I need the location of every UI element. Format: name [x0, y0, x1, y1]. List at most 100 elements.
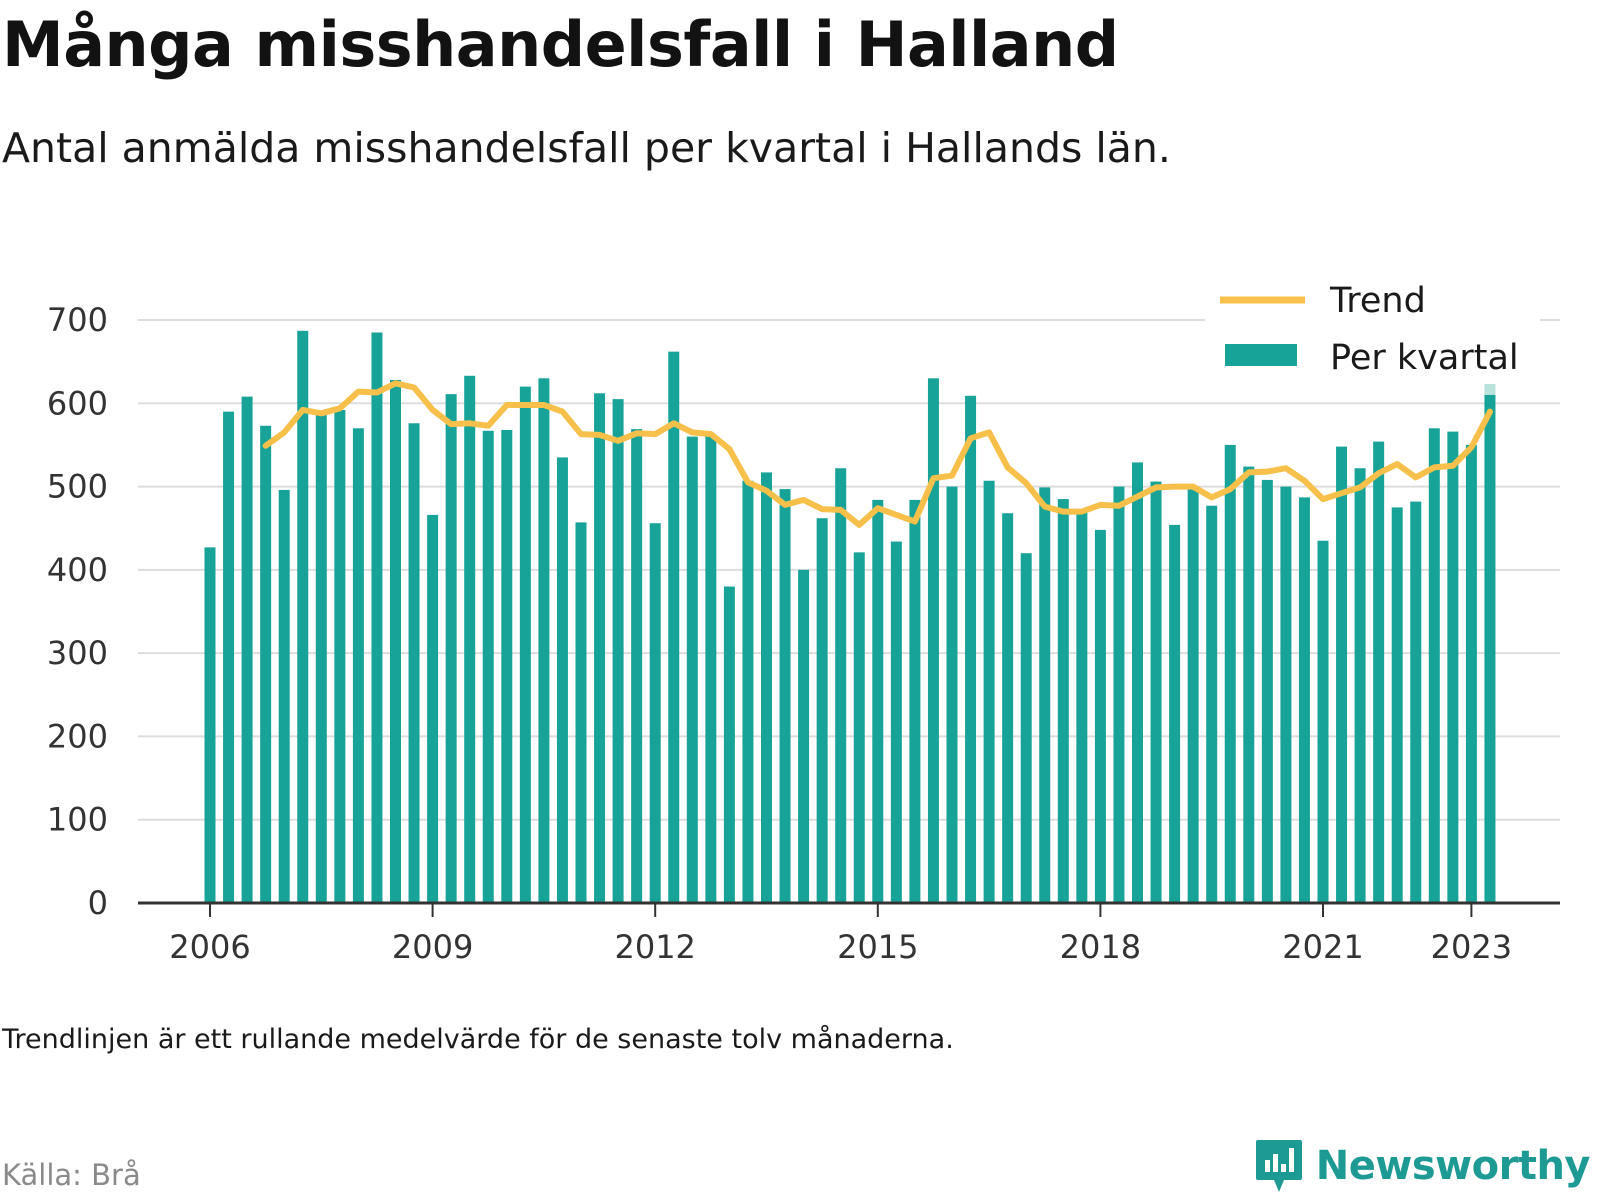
bar [1465, 444, 1477, 903]
bar [983, 480, 995, 903]
legend: Trend Per kvartal [1205, 262, 1540, 384]
bar [1428, 428, 1440, 903]
bar [445, 394, 457, 903]
bar [1354, 468, 1366, 903]
bar [1039, 487, 1051, 903]
bar [1243, 466, 1255, 903]
bar [1484, 394, 1496, 903]
bar [371, 332, 383, 903]
bar [1002, 513, 1014, 903]
bar [334, 409, 346, 903]
trend-line [262, 380, 1493, 528]
bar [260, 425, 272, 903]
bar [1020, 553, 1032, 903]
bar [223, 411, 235, 903]
bar [1076, 509, 1088, 903]
bar [390, 379, 401, 903]
bar [1057, 499, 1069, 903]
x-tick-label: 2015 [837, 928, 918, 966]
legend-label-trend: Trend [1329, 281, 1426, 321]
bar [779, 489, 791, 903]
x-axis [138, 901, 1560, 917]
bar [594, 393, 606, 903]
bar [1187, 486, 1199, 903]
bar [909, 499, 921, 903]
bar [872, 499, 884, 903]
bar [890, 541, 902, 903]
y-tick-label: 200 [47, 717, 108, 755]
bar [1447, 431, 1459, 903]
bar [705, 434, 717, 903]
bar [482, 430, 494, 903]
bar [408, 423, 420, 903]
chart-note: Trendlinjen är ett rullande medelvärde f… [2, 1024, 954, 1055]
bar [1224, 444, 1236, 903]
bar [853, 552, 865, 903]
bar [1317, 540, 1329, 903]
x-tick-label: 2006 [169, 928, 250, 966]
y-tick-label: 400 [47, 551, 108, 589]
trend-series [262, 380, 1493, 528]
bar [1261, 479, 1273, 903]
y-tick-label: 600 [47, 384, 108, 422]
bar-series [204, 330, 1496, 904]
bar [352, 428, 364, 903]
bar [427, 514, 439, 903]
y-tick-label: 700 [47, 301, 108, 339]
bar [501, 429, 513, 903]
chart-title: Många misshandelsfall i Halland [2, 8, 1119, 81]
x-axis-labels: 2006 2009 2012 2015 2018 2021 2023 [169, 928, 1512, 966]
bar [1113, 486, 1125, 903]
x-tick-label: 2012 [614, 928, 695, 966]
y-axis-labels: 0 100 200 300 400 500 600 700 [47, 301, 108, 922]
bar [1373, 441, 1385, 903]
legend-label-per-kvartal: Per kvartal [1330, 338, 1519, 378]
bar [761, 472, 772, 903]
bar [575, 522, 587, 903]
x-tick-label: 2018 [1060, 928, 1141, 966]
bar [835, 468, 847, 903]
bar [649, 523, 661, 903]
bar [1298, 497, 1310, 903]
bar [1336, 446, 1348, 903]
brand-logo[interactable]: Newsworthy [1254, 1138, 1591, 1194]
bar [556, 457, 568, 903]
bar [278, 489, 290, 903]
y-tick-label: 300 [47, 634, 108, 672]
bar [204, 547, 216, 903]
bar [965, 395, 977, 903]
bar [1169, 524, 1181, 903]
bar [612, 399, 624, 903]
bar [927, 378, 939, 903]
bar [1280, 486, 1292, 903]
bar [798, 569, 810, 903]
chart-subtitle: Antal anmälda misshandelsfall per kvarta… [2, 124, 1171, 172]
source-label: Källa: Brå [2, 1158, 141, 1192]
x-tick-label: 2009 [392, 928, 473, 966]
bar [1206, 505, 1218, 903]
newsworthy-logo-icon [1255, 1140, 1302, 1192]
bar [1132, 462, 1143, 903]
bar [464, 375, 476, 904]
y-tick-label: 100 [47, 801, 108, 839]
x-tick-label: 2021 [1282, 928, 1363, 966]
bar [1410, 501, 1422, 903]
bar [668, 351, 680, 903]
y-tick-label: 500 [47, 468, 108, 506]
bar [816, 518, 828, 903]
bar [1094, 529, 1106, 903]
bar [315, 411, 327, 903]
x-tick-label: 2023 [1431, 928, 1512, 966]
bar [538, 378, 550, 903]
y-tick-label: 0 [88, 884, 108, 922]
bar [631, 429, 643, 903]
bar [1150, 481, 1162, 903]
brand-name: Newsworthy [1315, 1143, 1591, 1189]
bar [946, 486, 958, 903]
bar [742, 480, 754, 903]
bar [241, 396, 253, 903]
bar [723, 586, 735, 903]
legend-bar-swatch [1225, 344, 1297, 366]
bar [1391, 507, 1403, 903]
